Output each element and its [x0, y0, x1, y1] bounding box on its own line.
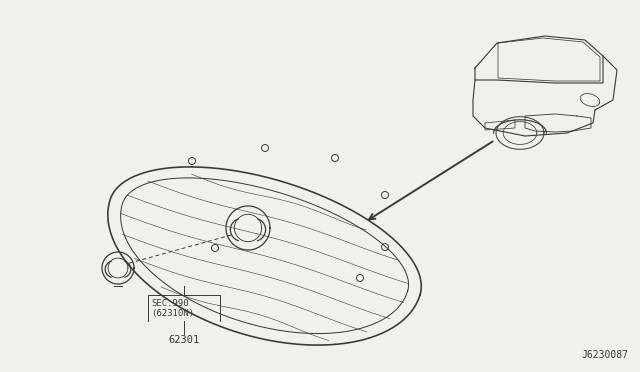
Text: (62310N): (62310N): [151, 309, 194, 318]
Text: 62301: 62301: [168, 335, 200, 345]
Text: SEC.990: SEC.990: [151, 299, 189, 308]
Text: J6230087: J6230087: [581, 350, 628, 360]
